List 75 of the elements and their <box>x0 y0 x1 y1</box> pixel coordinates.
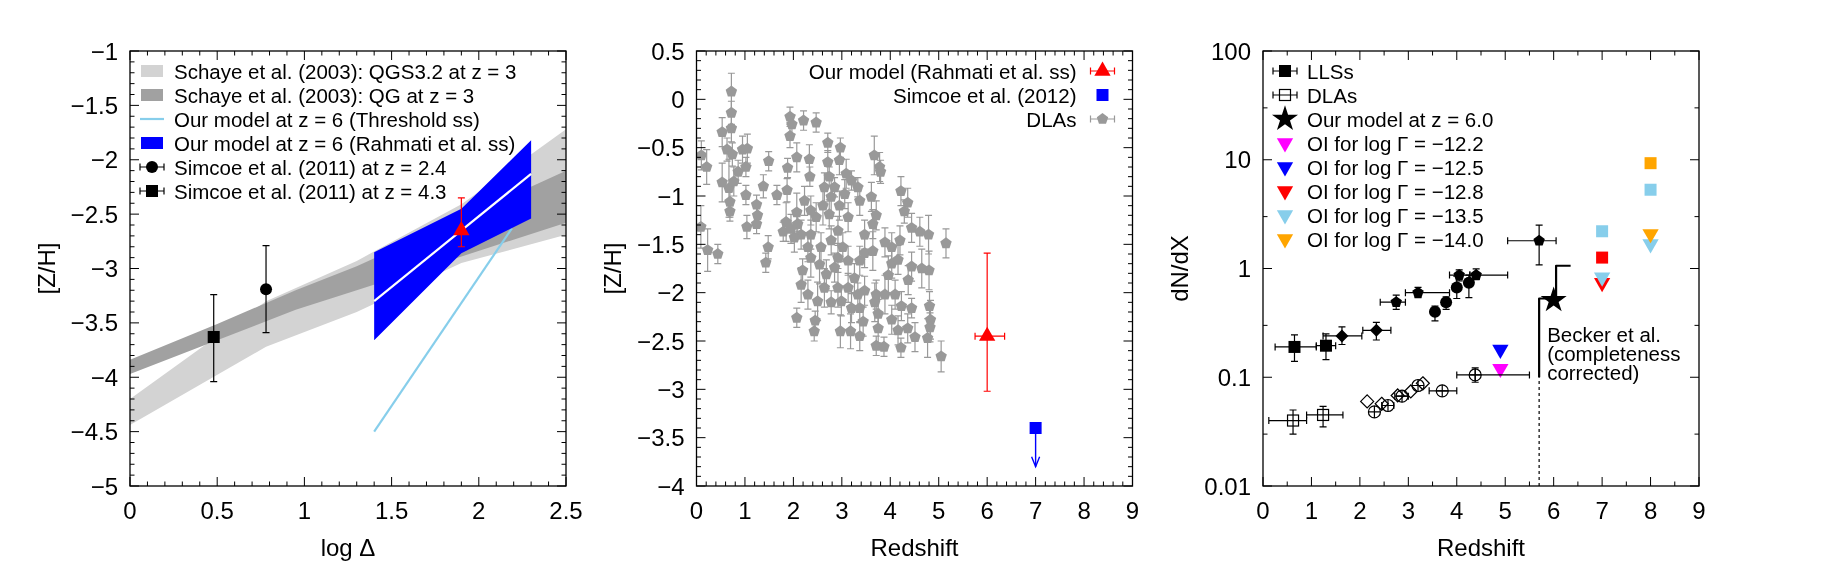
x-tick-label: 9 <box>1692 496 1706 524</box>
point <box>1288 340 1301 353</box>
legend-label: DLAs <box>1307 83 1358 107</box>
point <box>1367 405 1382 419</box>
x-tick-label: 1 <box>1304 496 1319 524</box>
x-tick-label: 3 <box>835 496 849 524</box>
y-axis-title: [Z/H] <box>599 242 626 295</box>
point <box>1403 384 1418 399</box>
point <box>1395 389 1409 403</box>
x-tick-label: 5 <box>932 496 946 524</box>
legend-label: OI for log Γ = −12.2 <box>1307 131 1484 155</box>
y-axis-title: dN/dX <box>1165 235 1193 302</box>
point <box>1369 323 1383 337</box>
y-tick-label: −4 <box>657 472 685 500</box>
x-tick-label: 7 <box>1028 496 1043 524</box>
legend-label: DLAs <box>1026 107 1077 131</box>
legend-label: Our model at z = 6.0 <box>1307 107 1494 131</box>
legend-label: Simcoe et al. (2012) <box>893 83 1077 107</box>
x-tick-label: 2 <box>786 496 801 524</box>
x-tick-label: 4 <box>1450 496 1464 524</box>
point <box>1450 281 1463 294</box>
x-tick-label: 6 <box>980 496 994 524</box>
legend-label: LLSs <box>1307 59 1354 83</box>
x-tick-label: 9 <box>1125 496 1140 524</box>
point <box>1390 388 1405 403</box>
x-tick-label: 8 <box>1077 496 1091 524</box>
x-tick-label: 1 <box>738 496 752 524</box>
point <box>1644 157 1657 170</box>
point <box>1596 225 1609 238</box>
x-tick-label: 8 <box>1643 496 1658 524</box>
legend-label: OI for log Γ = −13.5 <box>1307 203 1484 227</box>
point <box>1415 376 1430 391</box>
x-tick-label: 6 <box>1546 496 1561 524</box>
point <box>1644 183 1657 196</box>
y-tick-label: −2 <box>657 279 685 307</box>
y-tick-label: −3.5 <box>637 424 685 452</box>
x-tick-label: 2 <box>1353 496 1367 524</box>
y-tick-label: −1 <box>90 37 118 65</box>
y-tick-label: −1.5 <box>637 230 685 258</box>
x-tick-label: 0 <box>1256 496 1270 524</box>
legend-label: OI for log Γ = −14.0 <box>1307 227 1484 251</box>
annotation: Becker et al. (completeness corrected) <box>1547 322 1681 384</box>
y-tick-label: 0 <box>671 85 685 113</box>
x-tick-label: 2.5 <box>549 496 583 524</box>
y-tick-label: 0.5 <box>651 37 685 65</box>
point <box>1533 234 1545 246</box>
point <box>1319 339 1332 352</box>
point <box>1374 396 1389 411</box>
x-axis-title: Redshift <box>870 533 959 561</box>
y-tick-label: 100 <box>1210 37 1251 65</box>
x-tick-label: 0 <box>689 496 704 524</box>
point <box>1411 378 1425 393</box>
x-tick-label: 3 <box>1401 496 1416 524</box>
point <box>1428 305 1441 318</box>
point <box>1596 251 1609 264</box>
legend-label: Our model (Rahmati et al. ss) <box>808 59 1077 83</box>
y-tick-label: 0.01 <box>1204 472 1251 500</box>
y-tick-label: 0.1 <box>1217 363 1251 391</box>
point <box>1316 408 1330 422</box>
legend-label: OI for log Γ = −12.5 <box>1307 155 1484 179</box>
y-tick-label: −0.5 <box>637 134 685 162</box>
y-tick-label: 10 <box>1224 146 1251 174</box>
y-tick-label: −3 <box>657 375 685 403</box>
x-axis-title: Redshift <box>1436 533 1526 561</box>
x-tick-label: 5 <box>1498 496 1512 524</box>
y-tick-label: −2.5 <box>637 327 685 355</box>
point <box>1360 394 1375 409</box>
y-tick-label: 1 <box>1237 255 1251 282</box>
y-tick-label: −1 <box>657 182 685 210</box>
point <box>1435 384 1449 398</box>
x-tick-label: 7 <box>1595 496 1609 524</box>
point <box>1286 414 1300 427</box>
point <box>1462 276 1475 289</box>
legend-label: OI for log Γ = −12.8 <box>1307 179 1484 203</box>
x-tick-label: 4 <box>883 496 897 524</box>
